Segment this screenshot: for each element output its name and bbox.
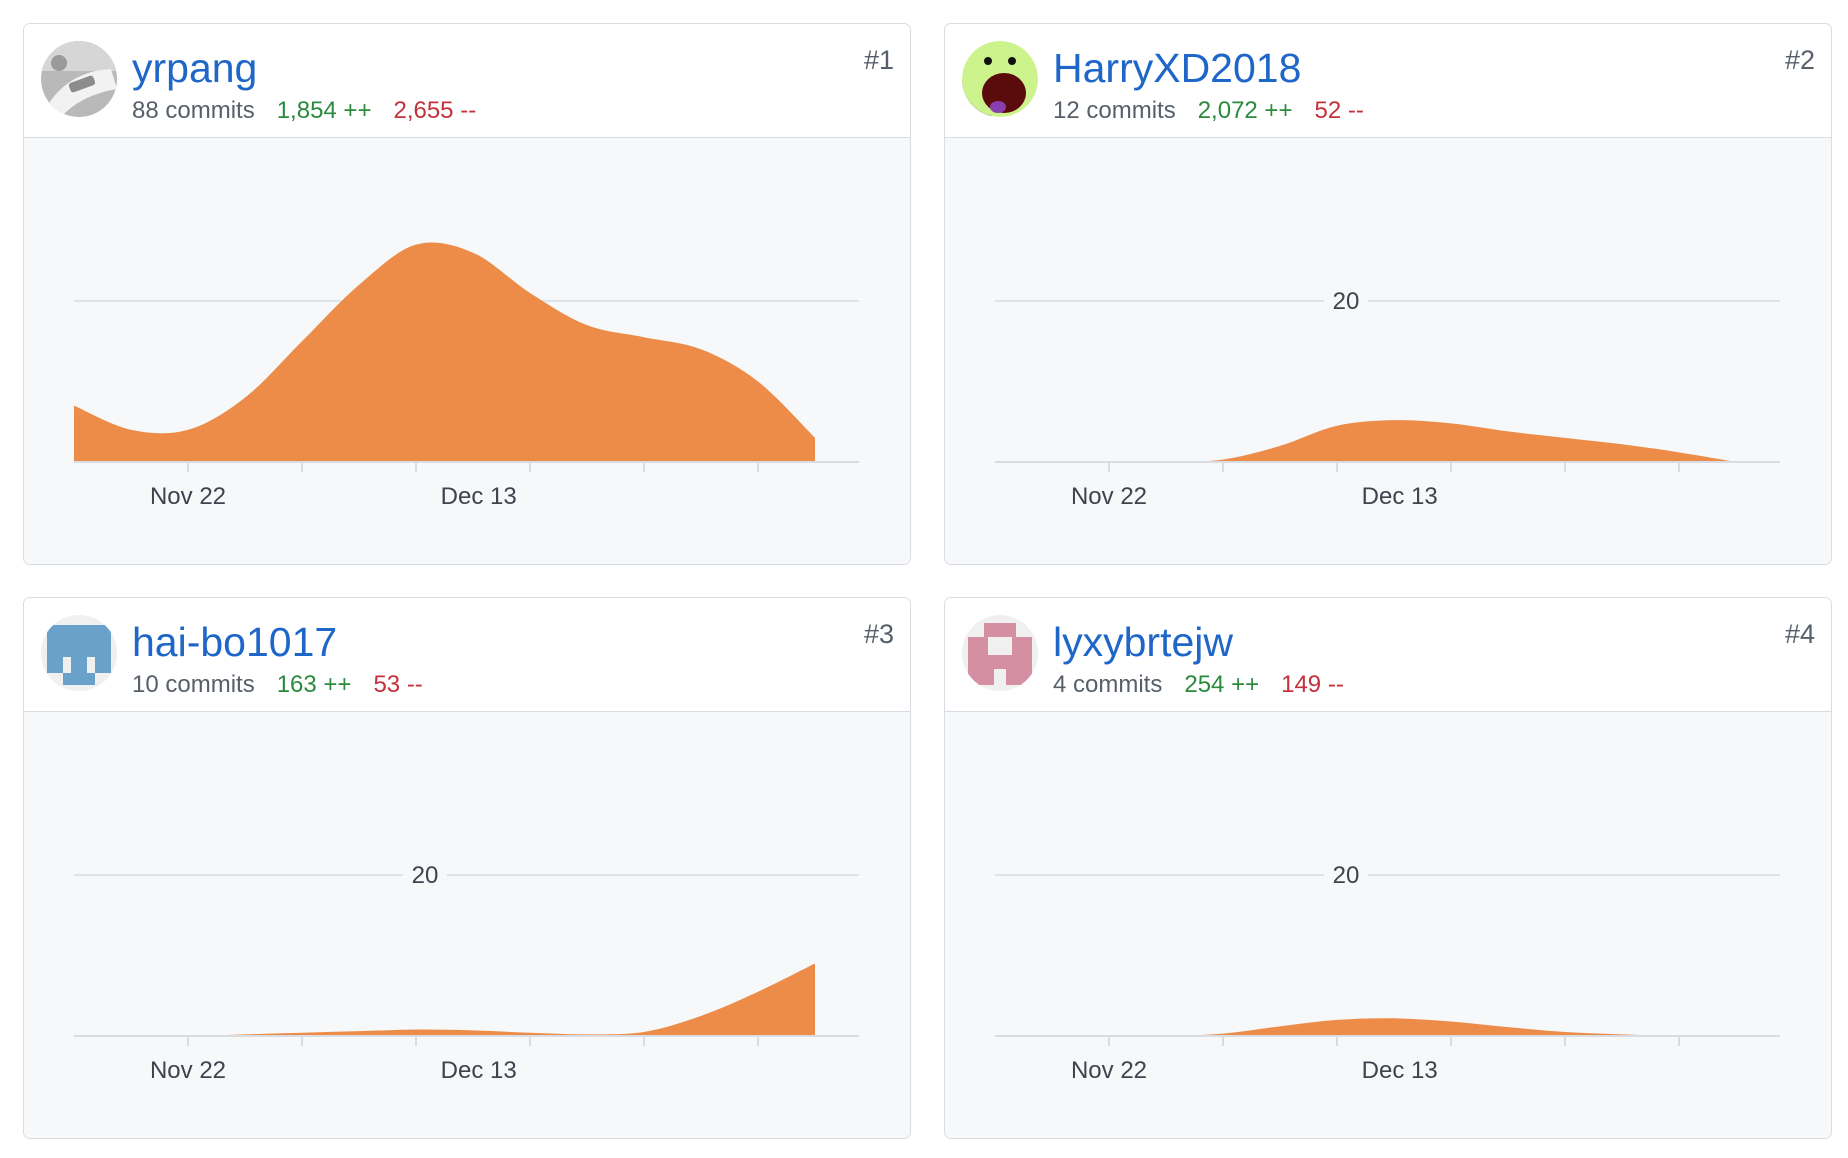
additions-count: 2,072 ++ — [1197, 97, 1293, 124]
commit-area-series — [995, 420, 1736, 462]
username-link[interactable]: yrpang — [132, 45, 258, 91]
x-tick-label: Dec 13 — [1362, 483, 1438, 510]
commit-activity-chart: Nov 22 Dec 13 20 — [995, 861, 1780, 1084]
rank-label: #3 — [863, 619, 894, 649]
x-tick-label: Nov 22 — [150, 1057, 226, 1084]
commit-count-link[interactable]: 4 commits — [1053, 671, 1163, 698]
username-link[interactable]: HarryXD2018 — [1053, 45, 1302, 91]
card-header: hai-bo1017 10 commits 163 ++ 53 -- #3 — [24, 598, 910, 712]
deletions-count: 53 -- — [373, 671, 423, 698]
username-link[interactable]: lyxybrtejw — [1053, 619, 1233, 665]
y-label-backdrop — [1324, 861, 1368, 889]
y-label-backdrop — [1324, 287, 1368, 315]
deletions-count: 149 -- — [1281, 671, 1344, 698]
commit-area-series — [995, 1018, 1736, 1036]
card-header: HarryXD2018 12 commits 2,072 ++ 52 -- #2 — [945, 24, 1831, 138]
commit-count-link[interactable]: 88 commits — [132, 97, 255, 124]
commit-count-link[interactable]: 10 commits — [132, 671, 255, 698]
x-tick-label: Dec 13 — [441, 1057, 517, 1084]
contribution-stats: 4 commits 254 ++ 149 -- — [1053, 670, 1344, 700]
additions-count: 1,854 ++ — [276, 97, 372, 124]
green-face-avatar-icon[interactable] — [962, 41, 1038, 117]
contribution-stats: 12 commits 2,072 ++ 52 -- — [1053, 96, 1364, 126]
chart-area: Nov 22 Dec 13 20 — [945, 138, 1831, 564]
chart-area: Nov 22 Dec 13 — [24, 138, 910, 564]
rank-label: #2 — [1784, 45, 1815, 75]
x-tick-label: Dec 13 — [1362, 1057, 1438, 1084]
additions-count: 163 ++ — [276, 671, 352, 698]
contribution-stats: 88 commits 1,854 ++ 2,655 -- — [132, 96, 476, 126]
commit-area-series — [74, 963, 815, 1036]
chart-area: Nov 22 Dec 13 20 — [24, 712, 910, 1138]
additions-count: 254 ++ — [1184, 671, 1260, 698]
contributor-card: lyxybrtejw 4 commits 254 ++ 149 -- #4 Nov … — [944, 597, 1832, 1139]
username-link[interactable]: hai-bo1017 — [132, 619, 338, 665]
pink-identicon-avatar-icon[interactable] — [962, 615, 1038, 691]
x-tick-label: Nov 22 — [1071, 483, 1147, 510]
commit-activity-chart: Nov 22 Dec 13 — [74, 242, 859, 510]
x-tick-label: Nov 22 — [150, 483, 226, 510]
commit-activity-chart: Nov 22 Dec 13 20 — [74, 861, 859, 1084]
commit-area-series — [74, 242, 815, 462]
deletions-count: 2,655 -- — [393, 97, 477, 124]
y-gridline-label: 20 — [1333, 862, 1360, 889]
commit-count-link[interactable]: 12 commits — [1053, 97, 1176, 124]
contributor-card: hai-bo1017 10 commits 163 ++ 53 -- #3 Nov … — [23, 597, 911, 1139]
chart-area: Nov 22 Dec 13 20 — [945, 712, 1831, 1138]
y-gridline-label: 20 — [1333, 288, 1360, 315]
card-header: yrpang 88 commits 1,854 ++ 2,655 -- #1 — [24, 24, 910, 138]
rank-label: #4 — [1784, 619, 1815, 649]
rank-label: #1 — [863, 45, 894, 75]
blue-identicon-avatar-icon[interactable] — [41, 615, 117, 691]
contributor-card: yrpang 88 commits 1,854 ++ 2,655 -- #1 Nov… — [23, 23, 911, 565]
contributor-card: HarryXD2018 12 commits 2,072 ++ 52 -- #2 N… — [944, 23, 1832, 565]
y-label-backdrop — [403, 861, 447, 889]
y-gridline-label: 20 — [412, 862, 439, 889]
deletions-count: 52 -- — [1314, 97, 1364, 124]
x-tick-label: Nov 22 — [1071, 1057, 1147, 1084]
photo-avatar-icon[interactable] — [41, 41, 117, 117]
card-header: lyxybrtejw 4 commits 254 ++ 149 -- #4 — [945, 598, 1831, 712]
commit-activity-chart: Nov 22 Dec 13 20 — [995, 287, 1780, 510]
contribution-stats: 10 commits 163 ++ 53 -- — [132, 670, 423, 700]
x-tick-label: Dec 13 — [441, 483, 517, 510]
